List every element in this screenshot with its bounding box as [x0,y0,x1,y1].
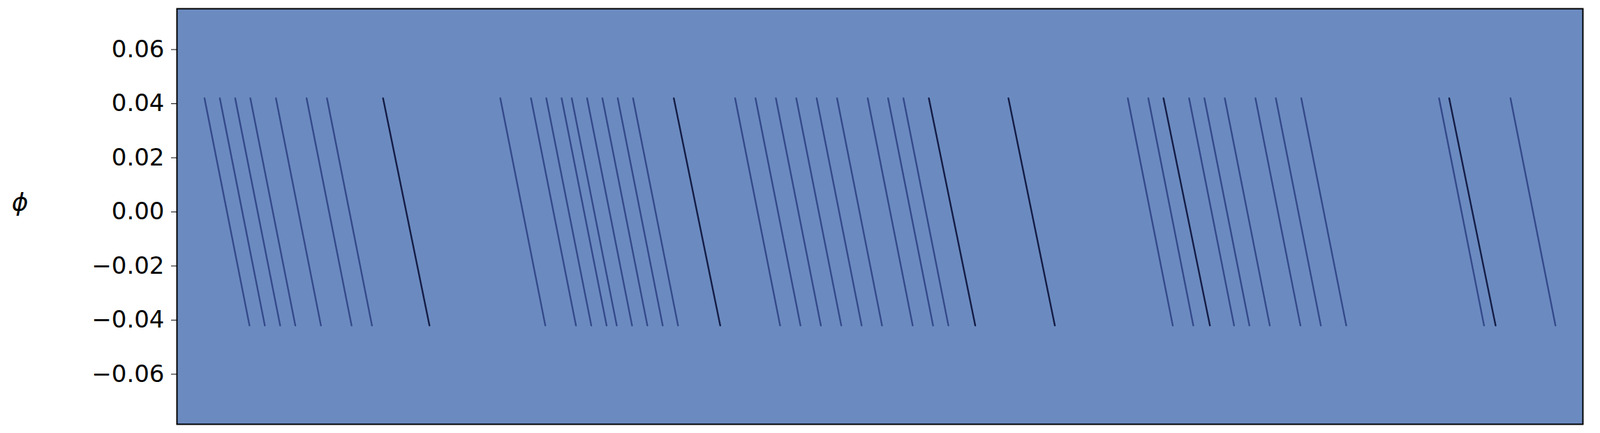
svg-text:0.00: 0.00 [111,196,165,225]
svg-text:0.02: 0.02 [111,143,165,172]
svg-text:ϕ: ϕ [11,187,29,217]
svg-text:0.04: 0.04 [111,88,165,117]
svg-text:−0.02: −0.02 [91,251,165,280]
svg-text:−0.04: −0.04 [91,305,165,333]
svg-text:−0.06: −0.06 [91,359,165,388]
svg-text:0.06: 0.06 [111,34,165,63]
